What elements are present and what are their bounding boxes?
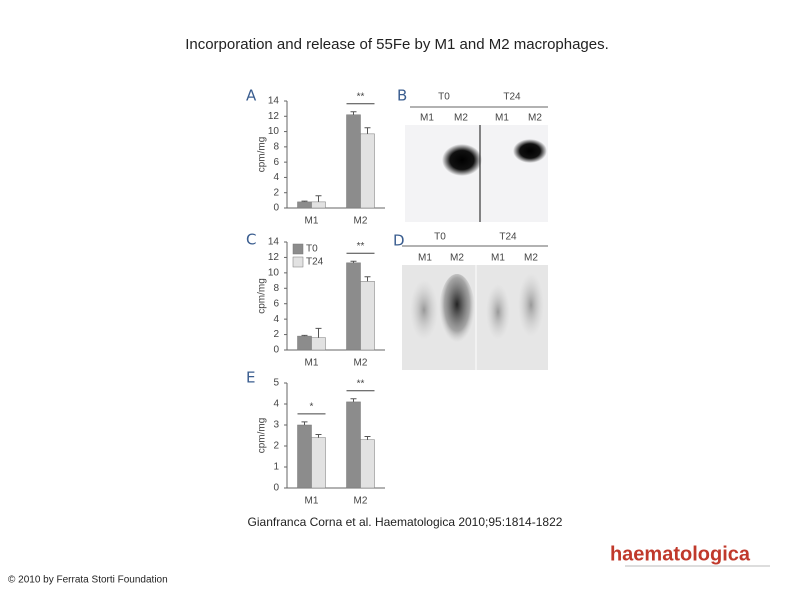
blot-band [410,280,438,340]
lane-label: M1 [491,253,505,264]
error-bar [364,436,371,440]
y-tick-label: 8 [273,141,279,152]
significance-label: ** [357,241,365,252]
lane-label: M2 [524,253,538,264]
blot-band [442,144,482,176]
error-bar [301,421,308,425]
panel-label: C [246,231,256,249]
blot-band [486,284,510,340]
bar [360,281,375,351]
blot-band [513,139,547,163]
error-bar [350,260,357,263]
significance-label: * [310,401,314,412]
y-tick-label: 14 [268,96,280,107]
bar [297,424,312,489]
bar [360,133,375,209]
panel-label: D [393,232,405,250]
bar [297,201,312,209]
group-label: T24 [503,92,521,103]
copyright: © 2010 by Ferrata Storti Foundation [8,575,168,586]
error-bar [315,195,322,202]
bar [346,401,361,489]
error-bar [364,276,371,282]
error-bar [350,111,357,115]
lane-label: M2 [528,113,542,124]
y-tick-label: 4 [273,314,279,325]
y-tick-label: 10 [268,267,280,278]
bar [311,337,326,351]
citation: Gianfranca Corna et al. Haematologica 20… [248,515,563,529]
y-tick-label: 4 [273,399,279,410]
legend-label: T0 [306,244,318,255]
x-tick-label: M1 [305,216,319,227]
y-tick-label: 12 [268,111,280,122]
bar [297,335,312,351]
x-tick-label: M2 [354,496,368,507]
panel-label: E [246,369,255,387]
y-tick-label: 4 [273,172,279,183]
x-tick-label: M1 [305,496,319,507]
x-tick-label: M1 [305,358,319,369]
lane-label: M1 [420,113,434,124]
error-bar [301,200,308,202]
logo: haematologica [610,543,751,565]
significance-label: ** [357,378,365,389]
y-tick-label: 0 [273,203,279,214]
x-tick-label: M2 [354,358,368,369]
y-axis-label: cpm/mg [257,418,268,454]
y-tick-label: 0 [273,345,279,356]
y-tick-label: 1 [273,462,279,473]
legend-swatch [292,243,304,255]
significance-label: ** [357,91,365,102]
y-tick-label: 10 [268,126,280,137]
y-axis-label: cpm/mg [257,278,268,314]
lane-label: M1 [495,113,509,124]
error-bar [301,334,308,337]
lane-label: M2 [450,253,464,264]
y-tick-label: 2 [273,329,279,340]
y-tick-label: 2 [273,441,279,452]
bar [346,262,361,351]
y-tick-label: 3 [273,420,279,431]
blot-band [518,273,544,337]
error-bar [350,398,357,402]
bar [346,114,361,209]
error-bar [315,327,322,338]
panel-label: A [246,87,257,105]
y-axis-label: cpm/mg [257,137,268,173]
bar [311,201,326,209]
y-tick-label: 5 [273,378,279,389]
bar [311,437,326,489]
legend-swatch [292,256,304,268]
blot-band [439,274,475,350]
group-label: T24 [499,232,517,243]
lane-label: M2 [454,113,468,124]
bar [360,439,375,489]
lane-label: M1 [418,253,432,264]
y-tick-label: 12 [268,252,280,263]
error-bar [364,127,371,134]
y-tick-label: 0 [273,483,279,494]
error-bar [315,433,322,438]
group-label: T0 [434,232,446,243]
panel-label: B [397,87,407,105]
y-tick-label: 6 [273,157,279,168]
y-tick-label: 8 [273,283,279,294]
y-tick-label: 2 [273,187,279,198]
y-tick-label: 14 [268,237,280,248]
group-label: T0 [438,92,450,103]
slide-title: Incorporation and release of 55Fe by M1 … [185,36,609,53]
x-tick-label: M2 [354,216,368,227]
y-tick-label: 6 [273,298,279,309]
legend-label: T24 [306,257,324,268]
